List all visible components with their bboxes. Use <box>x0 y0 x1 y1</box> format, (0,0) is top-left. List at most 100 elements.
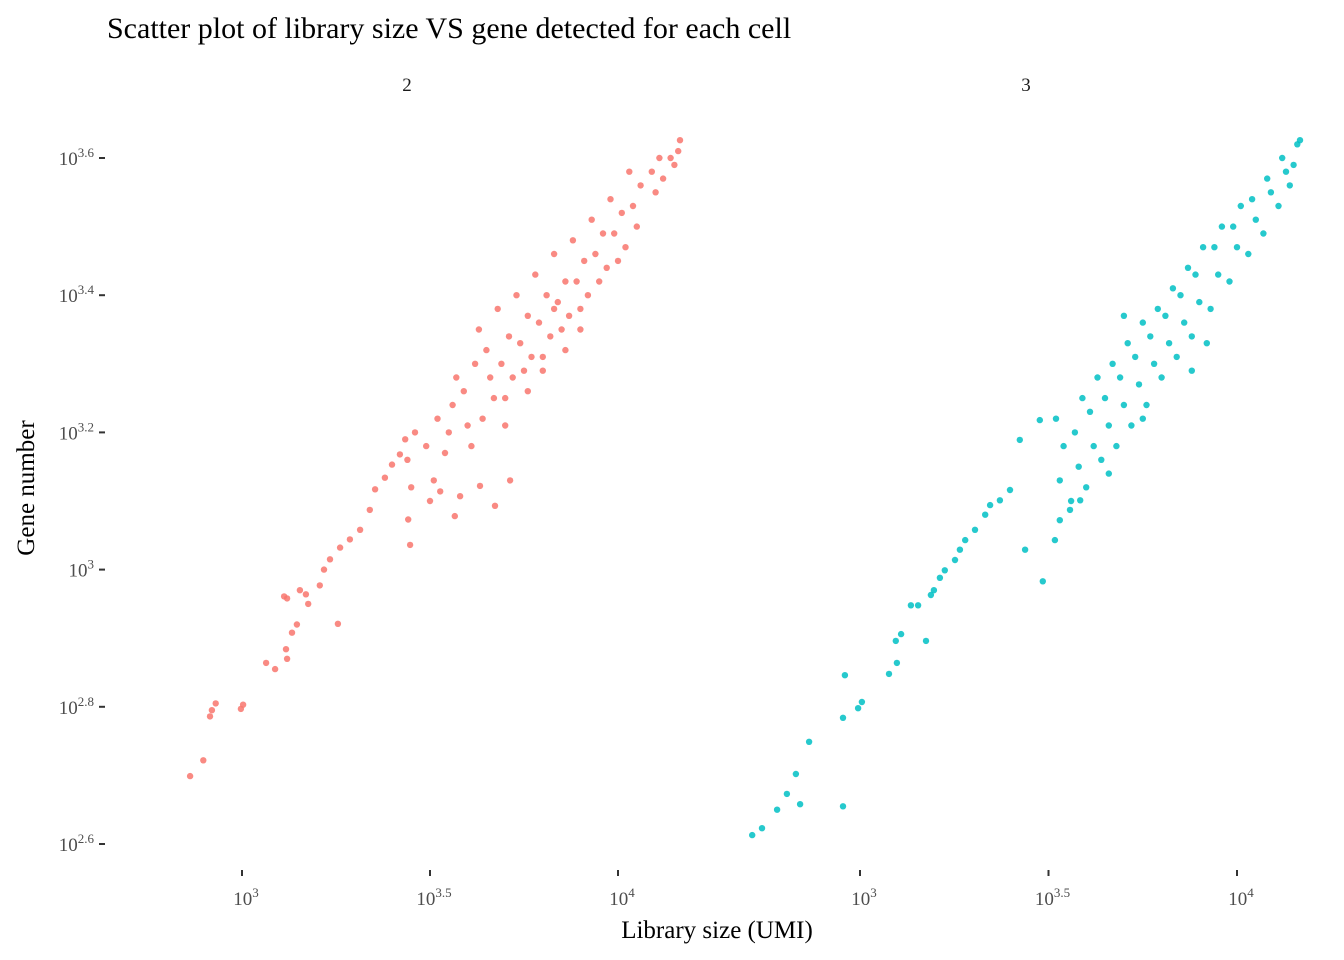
data-point <box>1083 484 1090 491</box>
data-point <box>1139 319 1147 326</box>
data-point <box>1177 292 1184 299</box>
data-point <box>577 305 584 313</box>
data-point <box>577 326 584 333</box>
x-tick-label: 103.5 <box>416 885 451 910</box>
data-point <box>550 250 558 258</box>
data-point <box>1021 546 1029 553</box>
data-point <box>371 486 379 493</box>
data-point <box>1184 264 1192 271</box>
data-point <box>456 493 464 500</box>
data-point <box>1207 305 1214 313</box>
data-point <box>502 394 509 402</box>
data-point <box>326 556 334 563</box>
data-point <box>1275 202 1282 210</box>
data-point <box>618 209 625 217</box>
data-point <box>1051 536 1059 544</box>
data-point <box>558 326 565 333</box>
data-point <box>1237 202 1245 210</box>
x-tick-label: 103.5 <box>1035 885 1070 910</box>
data-point <box>893 659 901 667</box>
data-point <box>1169 285 1177 292</box>
data-point <box>1188 333 1196 340</box>
data-point <box>1056 517 1064 524</box>
data-point <box>584 292 592 299</box>
data-point <box>528 353 535 361</box>
data-point <box>562 346 569 354</box>
data-point <box>502 422 509 429</box>
data-point <box>283 655 291 662</box>
data-point <box>520 367 528 374</box>
data-point <box>1101 394 1109 402</box>
data-point <box>1264 175 1271 182</box>
data-point <box>581 257 588 265</box>
facet-strip-label: 2 <box>402 75 412 96</box>
data-point <box>296 587 304 594</box>
x-tick-label: 103 <box>233 885 259 910</box>
data-point <box>491 502 499 509</box>
data-point <box>1139 415 1147 422</box>
data-point <box>951 556 959 564</box>
data-point <box>366 506 373 514</box>
data-point <box>381 474 389 481</box>
data-point <box>611 230 618 237</box>
data-point <box>1226 278 1233 285</box>
data-point <box>356 526 364 533</box>
data-point <box>408 484 415 491</box>
data-point <box>305 600 312 608</box>
data-point <box>1192 271 1199 278</box>
data-point <box>320 566 328 573</box>
data-point <box>1181 319 1188 326</box>
data-point <box>449 401 456 409</box>
data-point <box>1094 374 1101 381</box>
data-point <box>404 456 411 463</box>
data-point <box>565 312 573 319</box>
data-point <box>758 825 766 832</box>
data-point <box>535 319 543 326</box>
data-point <box>941 567 948 574</box>
data-point <box>956 546 964 553</box>
data-point <box>1098 456 1105 463</box>
data-point <box>453 374 460 381</box>
data-point <box>1060 442 1067 450</box>
data-point <box>487 374 494 381</box>
data-point <box>1286 182 1294 189</box>
data-point <box>406 541 414 549</box>
data-point <box>336 544 344 551</box>
data-point <box>506 477 514 484</box>
data-point <box>1290 161 1297 169</box>
data-point <box>914 602 922 609</box>
data-point <box>796 801 804 808</box>
data-point <box>622 244 629 251</box>
data-point <box>1279 154 1286 162</box>
data-point <box>445 429 452 436</box>
data-point <box>1248 196 1256 203</box>
data-point <box>996 497 1004 504</box>
data-point <box>434 415 441 422</box>
data-point <box>854 705 862 712</box>
data-point <box>773 806 781 813</box>
data-point <box>936 574 944 581</box>
data-point <box>671 161 678 169</box>
data-point <box>1203 340 1211 347</box>
data-point <box>1090 442 1097 450</box>
data-point <box>573 278 580 285</box>
y-tick-label: 103 <box>69 557 95 582</box>
data-point <box>648 168 655 175</box>
data-point <box>927 591 935 599</box>
data-point <box>471 360 479 367</box>
data-point <box>1067 497 1075 505</box>
data-point <box>539 353 546 361</box>
data-point <box>498 360 505 367</box>
data-point <box>1215 271 1222 278</box>
data-point <box>1105 470 1113 477</box>
data-point <box>1109 360 1116 367</box>
data-point <box>1052 415 1060 422</box>
facet-strip-label: 3 <box>1021 75 1031 96</box>
data-point <box>592 250 599 258</box>
data-point <box>1124 340 1131 347</box>
data-point <box>1158 374 1165 381</box>
data-point <box>1066 506 1074 514</box>
data-point <box>441 449 449 457</box>
data-point <box>1211 244 1218 251</box>
data-point <box>437 488 444 495</box>
